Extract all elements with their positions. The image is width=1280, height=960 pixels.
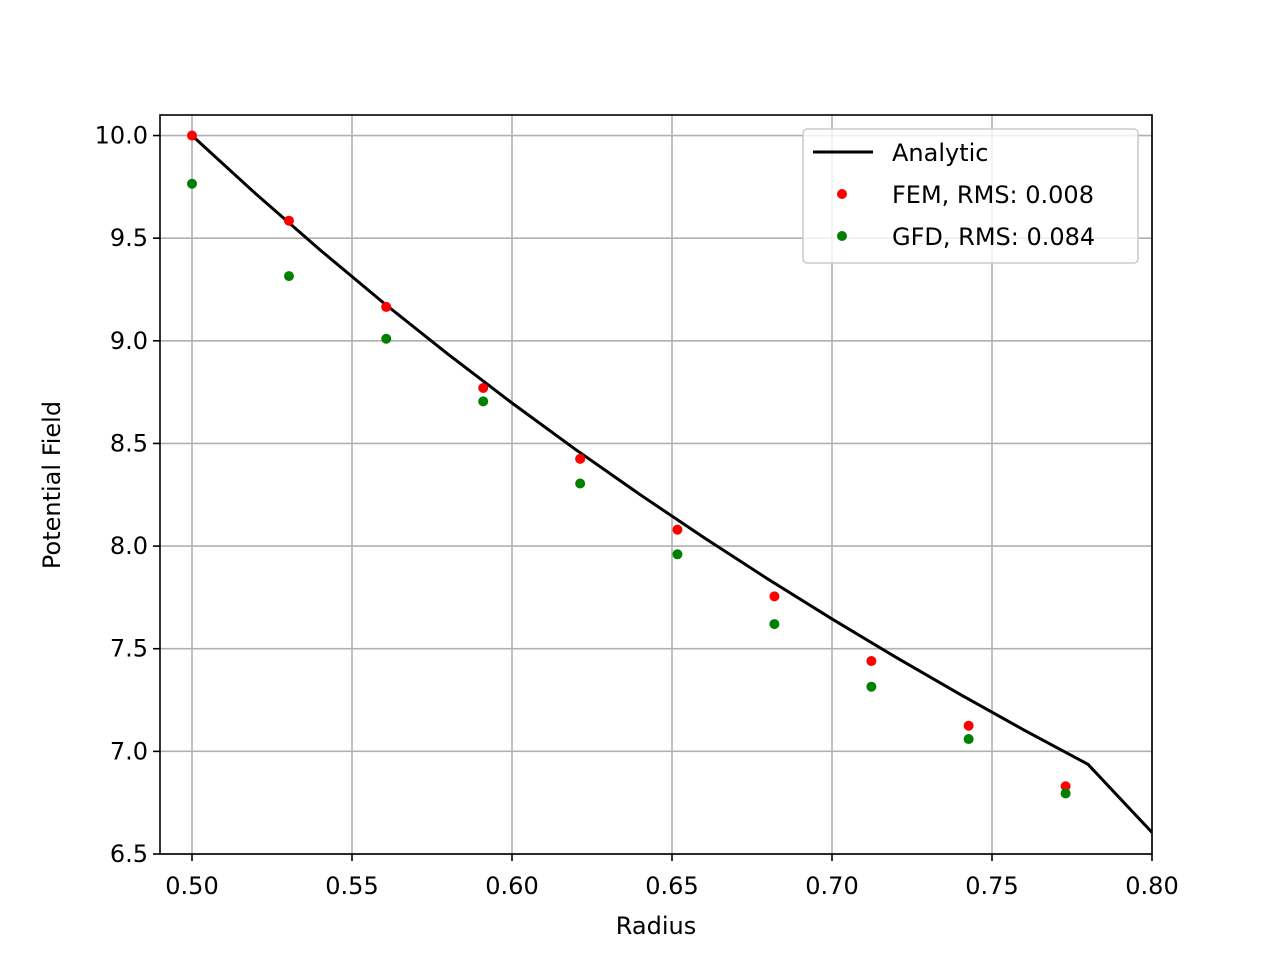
- x-tick-label: 0.80: [1125, 872, 1178, 900]
- x-tick-label: 0.60: [485, 872, 538, 900]
- x-tick-label: 0.70: [805, 872, 858, 900]
- legend-fem-marker: [837, 189, 847, 199]
- gfd-point: [575, 478, 586, 489]
- plot-frame: [159, 114, 1153, 855]
- y-axis-label: Potential Field: [38, 401, 66, 569]
- fem-point: [575, 453, 586, 464]
- gfd-point: [187, 178, 197, 189]
- gfd-point: [478, 396, 489, 407]
- y-tick-label: 7.5: [110, 635, 148, 663]
- gfd-point: [963, 734, 974, 745]
- legend-gfd-marker: [837, 231, 847, 241]
- fem-point: [187, 130, 197, 141]
- gfd-point: [866, 681, 877, 692]
- gfd-point: [1060, 788, 1071, 799]
- y-tick-label: 9.0: [110, 327, 148, 355]
- legend: Analytic FEM, RMS: 0.008 GFD, RMS: 0.084: [802, 128, 1139, 264]
- legend-label-analytic: Analytic: [892, 139, 988, 167]
- y-tick-label: 6.5: [110, 840, 148, 868]
- fem-point: [963, 720, 974, 731]
- gfd-point: [381, 333, 392, 344]
- fem-point: [672, 524, 683, 535]
- y-tick-label: 7.0: [110, 737, 148, 765]
- x-tick-label: 0.50: [165, 872, 218, 900]
- x-tick-label: 0.65: [645, 872, 698, 900]
- fem-point: [769, 591, 780, 602]
- y-tick-label: 10.0: [95, 122, 148, 150]
- plot-series: [187, 130, 1152, 834]
- x-axis-label: Radius: [616, 912, 696, 940]
- analytic-line: [190, 134, 1152, 834]
- fem-point: [283, 215, 294, 226]
- legend-box: [802, 128, 1139, 264]
- legend-label-fem: FEM, RMS: 0.008: [892, 181, 1094, 209]
- y-tick-label: 9.5: [110, 224, 148, 252]
- legend-label-gfd: GFD, RMS: 0.084: [892, 223, 1095, 251]
- fem-point: [866, 656, 877, 667]
- fem-point: [381, 301, 392, 312]
- fem-point: [1060, 781, 1071, 792]
- x-tick-label: 0.55: [325, 872, 378, 900]
- fem-point: [478, 383, 489, 394]
- y-tick-label: 8.5: [110, 429, 148, 457]
- y-tick-label: 8.0: [110, 532, 148, 560]
- gfd-point: [672, 549, 683, 560]
- x-tick-label: 0.75: [965, 872, 1018, 900]
- axis-ticks: 0.50 0.55 0.60 0.65 0.70 0.75 0.80 6.5 7.0 7.5 8.0…: [95, 122, 1179, 900]
- gfd-point: [283, 271, 294, 282]
- gfd-point: [769, 619, 780, 630]
